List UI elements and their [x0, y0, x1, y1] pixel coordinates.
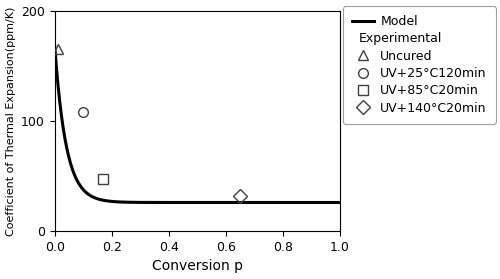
Y-axis label: Coefficient of Thermal Expansion(ppm/K): Coefficient of Thermal Expansion(ppm/K) — [6, 6, 16, 235]
X-axis label: Conversion p: Conversion p — [152, 259, 243, 273]
Legend: Model, Experimental, Uncured, UV+25°C120min, UV+85°C20min, UV+140°C20min: Model, Experimental, Uncured, UV+25°C120… — [343, 6, 496, 124]
